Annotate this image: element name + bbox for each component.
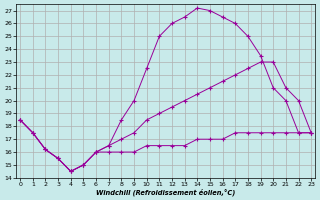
X-axis label: Windchill (Refroidissement éolien,°C): Windchill (Refroidissement éolien,°C)	[96, 188, 235, 196]
